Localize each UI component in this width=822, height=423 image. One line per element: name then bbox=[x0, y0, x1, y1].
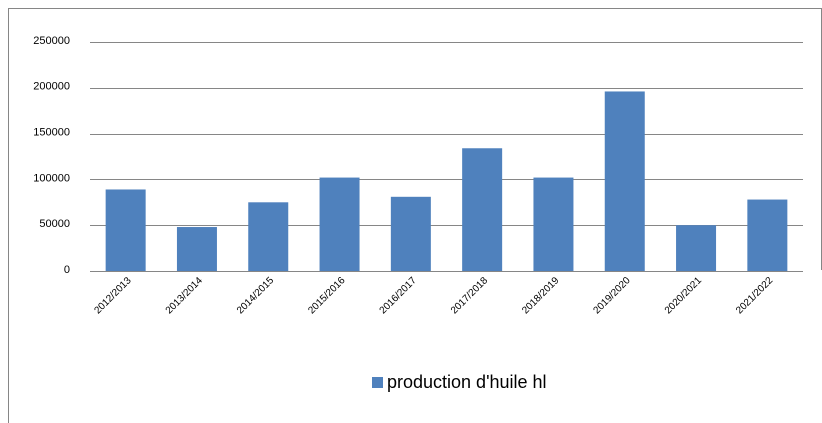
x-tick-label: 2014/2015 bbox=[235, 275, 277, 317]
x-tick-label: 2019/2020 bbox=[592, 275, 634, 317]
bar bbox=[533, 177, 574, 271]
x-tick-label: 2012/2013 bbox=[92, 275, 134, 317]
y-tick-label: 200000 bbox=[33, 81, 70, 93]
y-tick-label: 100000 bbox=[33, 172, 70, 184]
y-tick-label: 150000 bbox=[33, 127, 70, 139]
y-tick-label: 250000 bbox=[33, 35, 70, 47]
bar bbox=[462, 148, 503, 271]
bar bbox=[319, 177, 360, 271]
bar bbox=[604, 91, 645, 272]
x-tick-label: 2017/2018 bbox=[449, 275, 491, 317]
y-tick-label: 0 bbox=[64, 264, 70, 276]
bar bbox=[248, 202, 289, 271]
bar bbox=[176, 227, 217, 271]
x-tick-label: 2013/2014 bbox=[164, 275, 206, 317]
bar bbox=[390, 196, 431, 271]
x-tick-label: 2016/2017 bbox=[378, 275, 420, 317]
x-tick-label: 2021/2022 bbox=[734, 275, 776, 317]
x-tick-label: 2018/2019 bbox=[520, 275, 562, 317]
bar bbox=[105, 189, 146, 271]
y-tick-label: 50000 bbox=[39, 218, 70, 230]
legend-label: production d'huile hl bbox=[387, 372, 547, 392]
legend-swatch bbox=[372, 377, 383, 388]
bar bbox=[676, 225, 717, 271]
bar bbox=[747, 199, 788, 271]
x-tick-label: 2015/2016 bbox=[306, 275, 348, 317]
x-tick-label: 2020/2021 bbox=[663, 275, 705, 317]
